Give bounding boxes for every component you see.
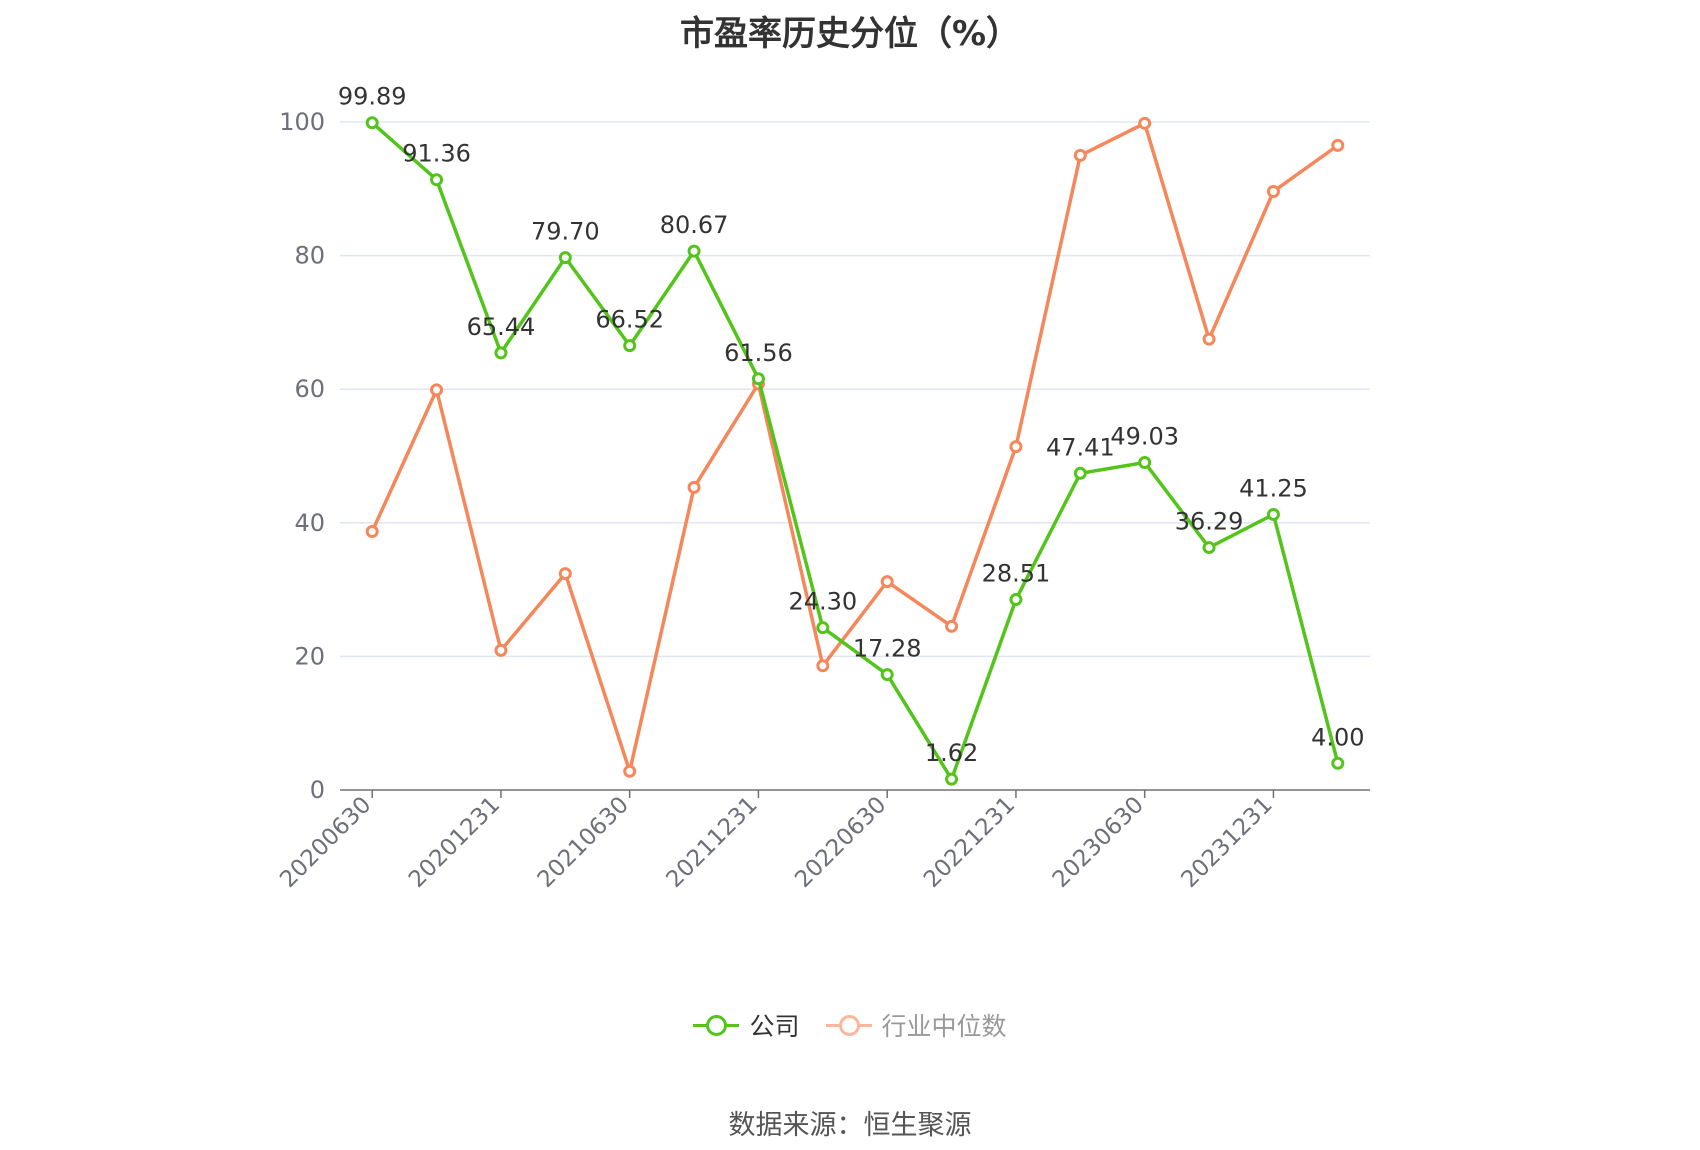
data-point bbox=[880, 575, 894, 589]
data-point bbox=[1009, 440, 1023, 454]
data-point bbox=[494, 346, 508, 360]
x-tick-label: 20220630 bbox=[790, 792, 891, 893]
data-point bbox=[816, 659, 830, 673]
x-tick-label: 20200630 bbox=[275, 792, 376, 893]
legend-line-icon bbox=[693, 1013, 740, 1037]
data-point bbox=[623, 339, 637, 353]
x-tick-label: 20221231 bbox=[919, 792, 1020, 893]
y-tick-label: 60 bbox=[294, 375, 325, 403]
data-point bbox=[1202, 541, 1216, 555]
series-line-0 bbox=[371, 121, 1340, 781]
data-labels: 99.89 91.36 65.44 79.70 66.52 80.67 61.56 24.30… bbox=[338, 83, 1365, 767]
data-point bbox=[1073, 148, 1087, 162]
data-point bbox=[365, 116, 379, 130]
data-point bbox=[1202, 332, 1216, 346]
legend-item-company[interactable]: 公司 bbox=[693, 1007, 800, 1043]
axes: 0 20 40 60 80 100 20200630 20201231 20210630 2021… bbox=[275, 108, 1370, 893]
data-point bbox=[687, 244, 701, 258]
data-label: 41.25 bbox=[1239, 474, 1308, 502]
x-tick-label: 20231231 bbox=[1177, 792, 1278, 893]
y-tick-label: 0 bbox=[310, 776, 325, 804]
legend: 公司 行业中位数 bbox=[0, 1007, 1700, 1043]
data-label: 24.30 bbox=[788, 588, 857, 616]
y-tick-label: 100 bbox=[279, 108, 325, 136]
x-tick-label: 20211231 bbox=[662, 792, 763, 893]
data-label: 91.36 bbox=[402, 140, 471, 168]
legend-line-icon bbox=[825, 1013, 872, 1037]
data-point bbox=[430, 173, 444, 187]
x-tick-label: 20210630 bbox=[533, 792, 634, 893]
legend-item-industry-median[interactable]: 行业中位数 bbox=[825, 1007, 1007, 1043]
data-point bbox=[1266, 507, 1280, 521]
legend-label: 行业中位数 bbox=[881, 1012, 1007, 1041]
y-tick-label: 40 bbox=[294, 509, 325, 537]
data-label: 49.03 bbox=[1110, 422, 1179, 450]
data-label: 79.70 bbox=[531, 218, 600, 246]
x-tick-label: 20201231 bbox=[404, 792, 505, 893]
data-point bbox=[945, 772, 959, 786]
data-point bbox=[430, 383, 444, 397]
y-tick-label: 80 bbox=[294, 242, 325, 270]
data-point bbox=[687, 480, 701, 494]
data-point bbox=[365, 524, 379, 538]
legend-label: 公司 bbox=[749, 1012, 800, 1041]
data-point bbox=[1009, 593, 1023, 607]
data-point bbox=[623, 764, 637, 778]
data-label: 17.28 bbox=[853, 635, 922, 663]
data-point bbox=[494, 643, 508, 657]
data-label: 47.41 bbox=[1046, 433, 1115, 461]
data-point bbox=[1138, 116, 1152, 130]
data-point bbox=[880, 668, 894, 682]
data-source: 数据来源：恒生聚源 bbox=[728, 1110, 972, 1141]
data-label: 4.00 bbox=[1311, 723, 1364, 751]
data-point bbox=[1266, 184, 1280, 198]
data-point bbox=[945, 619, 959, 633]
series bbox=[365, 116, 1345, 786]
data-point bbox=[558, 567, 572, 581]
data-label: 28.51 bbox=[982, 560, 1051, 588]
y-tick-label: 20 bbox=[294, 642, 325, 670]
data-label: 66.52 bbox=[595, 306, 664, 334]
data-point bbox=[1331, 138, 1345, 152]
data-point bbox=[751, 372, 765, 386]
data-label: 61.56 bbox=[724, 339, 793, 367]
chart-title: 市盈率历史分位（%） bbox=[679, 14, 1021, 54]
data-label: 99.89 bbox=[338, 83, 407, 111]
data-point bbox=[558, 251, 572, 265]
data-label: 80.67 bbox=[660, 211, 729, 239]
data-point bbox=[1331, 756, 1345, 770]
series-line-1 bbox=[370, 121, 1339, 774]
data-point bbox=[816, 621, 830, 635]
grid-lines bbox=[340, 121, 1370, 658]
data-label: 1.62 bbox=[925, 739, 978, 767]
x-tick-label: 20230630 bbox=[1048, 792, 1149, 893]
data-point bbox=[1138, 455, 1152, 469]
data-point bbox=[1073, 466, 1087, 480]
data-label: 36.29 bbox=[1175, 508, 1244, 536]
data-label: 65.44 bbox=[467, 313, 536, 341]
